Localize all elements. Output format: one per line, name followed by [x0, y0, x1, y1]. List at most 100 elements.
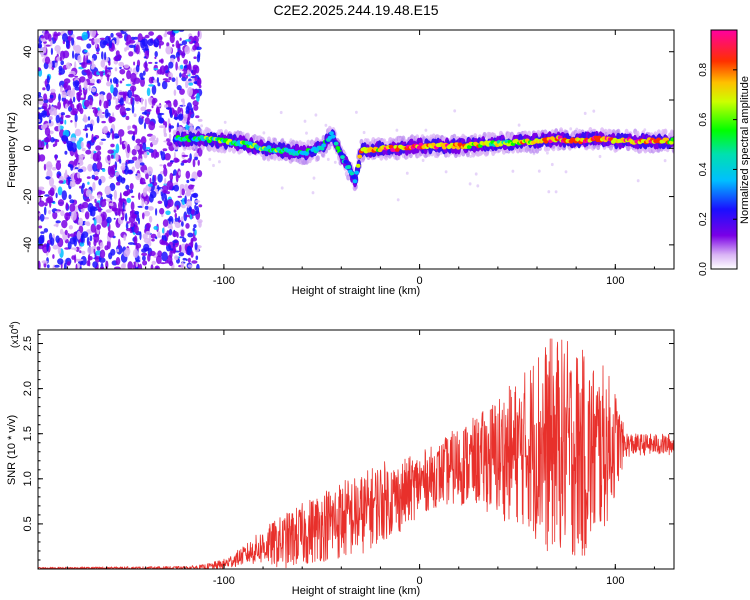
noise-speckle: [52, 211, 58, 220]
noise-speckle: [196, 263, 200, 269]
faint-speckle: [663, 159, 667, 163]
noise-speckle: [91, 133, 94, 143]
noise-speckle: [181, 73, 187, 78]
faint-speckle: [592, 109, 596, 113]
noise-speckle: [80, 255, 87, 266]
noise-speckle: [160, 188, 163, 192]
noise-speckle: [123, 64, 130, 69]
faint-speckle: [547, 190, 551, 194]
noise-speckle: [44, 30, 50, 40]
noise-speckle: [164, 153, 171, 161]
colorbar-gradient: [710, 29, 738, 270]
noise-speckle: [107, 154, 111, 161]
noise-speckle: [118, 61, 125, 67]
noise-speckle: [177, 113, 184, 121]
noise-speckle: [77, 172, 81, 179]
noise-speckle: [99, 266, 105, 269]
snr-series-line: [38, 338, 674, 569]
noise-speckle: [81, 31, 89, 41]
noise-speckle: [177, 195, 183, 198]
noise-speckle: [161, 185, 169, 194]
noise-speckle: [145, 147, 151, 150]
noise-speckle: [138, 192, 141, 200]
spectrogram-xlabel: Height of straight line (km): [292, 285, 420, 297]
noise-speckle: [54, 62, 58, 68]
noise-speckle: [142, 260, 148, 266]
noise-speckle: [93, 171, 99, 176]
spectrogram-ytick-label: -20: [22, 189, 34, 205]
noise-speckle: [130, 96, 133, 105]
noise-speckle: [130, 222, 135, 228]
noise-speckle: [145, 222, 151, 229]
noise-speckle: [96, 115, 100, 124]
noise-speckle: [110, 32, 114, 38]
noise-speckle: [106, 216, 112, 224]
noise-speckle: [168, 133, 172, 140]
ridge-halo-point: [671, 130, 674, 137]
faint-speckle: [476, 184, 480, 188]
ridge-halo-point: [465, 151, 470, 158]
noise-speckle: [128, 215, 136, 224]
noise-speckle: [153, 38, 160, 48]
noise-speckle: [125, 83, 132, 87]
noise-speckle: [59, 56, 63, 62]
ridge-halo-point: [246, 132, 250, 139]
noise-speckle: [131, 195, 135, 198]
noise-speckle: [169, 250, 173, 259]
noise-speckle: [147, 183, 153, 187]
noise-speckle: [108, 60, 111, 66]
noise-speckle: [185, 223, 190, 229]
faint-speckle: [468, 182, 472, 186]
noise-speckle: [172, 44, 175, 47]
noise-speckle: [135, 243, 142, 249]
snr-ytick-label: 1.0: [22, 471, 34, 486]
noise-speckle: [181, 76, 187, 82]
noise-speckle: [134, 210, 140, 215]
spectrogram-xtick-label: -100: [213, 275, 235, 287]
noise-speckle: [131, 135, 135, 141]
faint-speckle: [305, 131, 308, 135]
noise-speckle: [143, 122, 147, 130]
noise-speckle: [101, 126, 109, 134]
noise-speckle: [112, 96, 116, 100]
noise-speckle: [127, 261, 133, 269]
noise-speckle: [133, 225, 139, 234]
noise-speckle: [113, 189, 117, 200]
faint-speckle: [453, 109, 457, 113]
noise-speckle: [177, 220, 182, 223]
noise-speckle: [125, 222, 129, 230]
noise-speckle: [115, 98, 119, 106]
ridge-core-point: [338, 151, 344, 156]
noise-speckle: [61, 91, 67, 99]
noise-speckle: [55, 161, 62, 171]
noise-speckle: [162, 148, 168, 152]
noise-speckle: [164, 64, 169, 71]
faint-speckle: [424, 128, 428, 132]
noise-speckle: [46, 264, 50, 269]
noise-speckle: [164, 104, 169, 108]
noise-speckle: [168, 61, 174, 69]
noise-speckle: [148, 121, 156, 131]
noise-speckle: [38, 67, 42, 72]
noise-speckle: [188, 206, 192, 212]
ridge-core-point: [321, 143, 327, 148]
noise-speckle: [54, 210, 60, 213]
noise-speckle: [186, 200, 192, 209]
colorbar-tick-label: 0.0: [698, 262, 709, 276]
snr-axes: -100 0 100 0.5 1.0 1.5 2.0 2.5: [22, 330, 674, 587]
noise-speckle: [134, 125, 138, 135]
noise-speckle: [168, 260, 174, 267]
noise-speckle: [48, 115, 53, 121]
noise-speckle: [89, 235, 93, 242]
noise-speckle: [190, 239, 194, 248]
noise-speckle: [126, 197, 131, 203]
noise-speckle: [89, 30, 97, 38]
ridge-core-point: [319, 146, 325, 151]
faint-speckle: [583, 111, 587, 115]
noise-speckle: [142, 142, 147, 151]
noise-speckle: [148, 233, 152, 242]
ridge-core-point: [343, 159, 348, 164]
noise-speckle: [115, 50, 120, 57]
noise-speckle: [82, 201, 89, 209]
noise-speckle: [158, 117, 164, 124]
